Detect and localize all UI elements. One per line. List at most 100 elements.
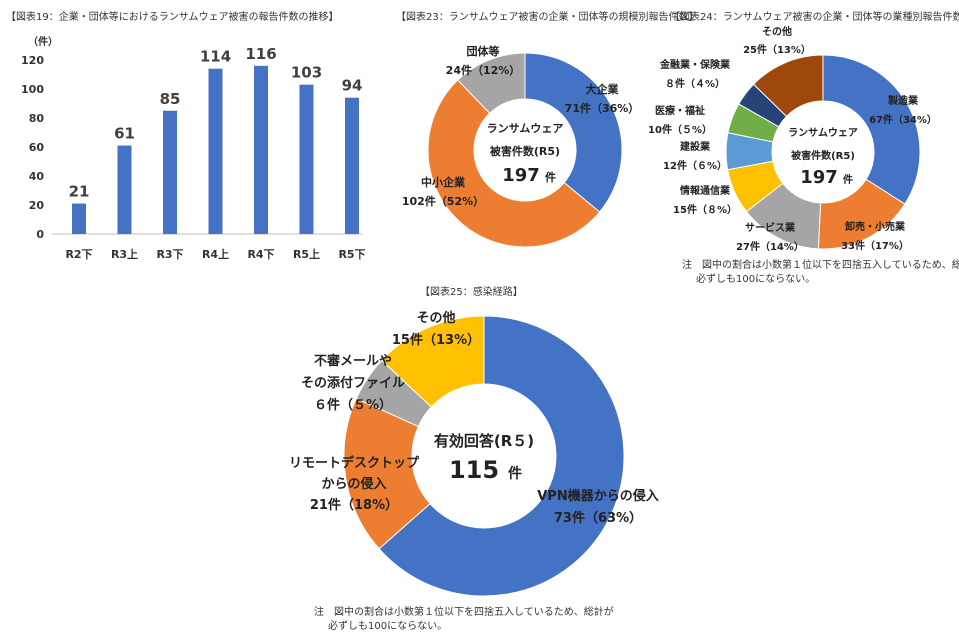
slice-name-label: 金融業・保険業 (659, 58, 731, 71)
bar-value-label: 103 (291, 64, 322, 82)
x-tick-label: R3上 (111, 247, 138, 261)
donut-slice (343, 397, 431, 550)
center-label: ランサムウェア (487, 122, 564, 135)
x-tick-label: R4下 (247, 248, 274, 261)
y-tick-label: 100 (21, 83, 44, 96)
donut-slice (378, 315, 625, 597)
y-tick-label: 40 (29, 170, 45, 183)
bar-value-label: 94 (342, 77, 363, 95)
slice-value-label: 25件（13%） (743, 43, 811, 56)
slice-value-label: 15件（８%） (673, 203, 737, 216)
bar (345, 97, 359, 234)
bar-value-label: 21 (69, 183, 90, 201)
center-total: 197 (800, 167, 838, 188)
center-total-unit: 件 (843, 173, 853, 186)
slice-name-label: からの侵入 (321, 476, 386, 492)
slice-value-label: 71件（36%） (565, 101, 640, 115)
chart19-title: 【図表19：企業・団体等におけるランサムウェア被害の報告件数の推移】 (6, 12, 339, 23)
slice-name-label: その他 (762, 25, 792, 38)
chart24-title: 【図表24：ランサムウェア被害の企業・団体等の業種別報告件数】 (670, 12, 959, 23)
x-tick-label: R5上 (293, 247, 320, 261)
center-total: 197 (502, 165, 540, 186)
bar (254, 65, 268, 234)
x-tick-label: R5下 (338, 248, 365, 261)
donut-slice (380, 315, 485, 408)
slice-labels: 大企業 71件（36%） 中小企業 102件（52%） 団体等 24件（12%） (402, 44, 639, 208)
donut-slice (457, 52, 526, 114)
chart25-title: 【図表25：感染経路】 (420, 287, 523, 298)
y-tick-label: 20 (29, 199, 45, 212)
slice-name-label: 製造業 (887, 94, 919, 107)
donut-slice (427, 79, 601, 248)
donut-slices (725, 54, 921, 250)
slice-value-label: 24件（12%） (446, 63, 521, 77)
slice-name-label: リモートデスクトップ (289, 455, 420, 471)
bar-value-label: 85 (160, 90, 181, 108)
y-axis: （件） 0 20 40 60 80 100 120 (21, 35, 362, 241)
center-label: 有効回答(R５) (434, 432, 534, 450)
chart25-note: 注 図中の割合は小数第１位以下を四捨五入しているため、総計が 必ずしも100にな… (314, 606, 614, 634)
slice-name-label: サービス業 (745, 221, 796, 234)
y-tick-label: 120 (21, 54, 44, 67)
y-unit-label: （件） (28, 35, 58, 48)
x-tick-label: R2下 (65, 248, 92, 261)
slice-name-label: 大企業 (586, 82, 620, 96)
note-line-2: 必ずしも100にならない。 (696, 274, 816, 285)
x-tick-label: R3下 (156, 248, 183, 261)
y-tick-label: 80 (29, 112, 45, 125)
slice-value-label: 10件（５%） (648, 123, 712, 136)
donut-center: 有効回答(R５) 115 件 (434, 432, 534, 484)
x-tick-label: R4上 (202, 247, 229, 261)
center-label: ランサムウェア (788, 127, 858, 139)
donut-slice (752, 54, 824, 118)
slice-name-label: その添付ファイル (301, 375, 405, 391)
center-label: 被害件数(R5) (490, 144, 560, 158)
slice-name-label: その他 (416, 310, 455, 326)
slice-name-label: 不審メールや (314, 353, 392, 369)
slice-name-label: 団体等 (467, 44, 500, 58)
slice-value-label: 33件（17%） (841, 239, 909, 252)
slice-value-label: 73件（63%） (554, 510, 642, 526)
slice-name-label: VPN機器からの侵入 (537, 488, 658, 504)
slice-labels: 製造業 67件（34%） 卸売・小売業 33件（17%） サービス業 27件（14%） 情報… (648, 25, 937, 253)
donut-slices (343, 315, 625, 597)
slice-value-label: ８件（４%） (665, 77, 725, 90)
slice-value-label: 15件（13%） (392, 332, 480, 348)
bar (72, 203, 86, 234)
note-line-1: 注 図中の割合は小数第１位以下を四捨五入しているため、総計が (314, 607, 614, 618)
center-total-unit: 件 (508, 465, 522, 482)
slice-name-label: 建設業 (679, 140, 711, 153)
slice-value-label: 27件（14%） (736, 240, 804, 253)
donut-slice (822, 54, 921, 205)
center-total-unit: 件 (545, 170, 556, 184)
slice-name-label: 情報通信業 (680, 184, 731, 197)
slice-value-label: 67件（34%） (869, 113, 937, 126)
bar-value-label: 116 (245, 45, 276, 63)
bar-value-label: 61 (114, 125, 135, 143)
bar (299, 84, 314, 235)
center-label: 被害件数(R5) (791, 149, 855, 162)
note-line-2: 必ずしも100にならない。 (328, 621, 448, 632)
chart24-note: 注 図中の割合は小数第１位以下を四捨五入しているため、総計が 必ずしも100にな… (682, 259, 959, 287)
bar (117, 145, 132, 234)
bars-group: 21 R2下 61 R3上 85 R3下 114 R4上 116 R4下 103 R5上 94 R5下 (65, 45, 365, 261)
bar (208, 68, 223, 234)
donut-slice (524, 52, 623, 213)
center-total: 115 (449, 456, 499, 484)
slice-value-label: 21件（18%） (310, 497, 398, 513)
y-tick-label: 0 (36, 228, 44, 241)
y-tick-label: 60 (29, 141, 45, 154)
slice-name-label: 中小企業 (421, 175, 466, 189)
slice-value-label: 12件（６%） (663, 159, 727, 172)
bar (163, 110, 177, 234)
donut-slices (427, 52, 623, 248)
slice-name-label: 卸売・小売業 (845, 220, 906, 233)
bar-value-label: 114 (200, 48, 231, 66)
slice-value-label: 102件（52%） (402, 194, 484, 208)
